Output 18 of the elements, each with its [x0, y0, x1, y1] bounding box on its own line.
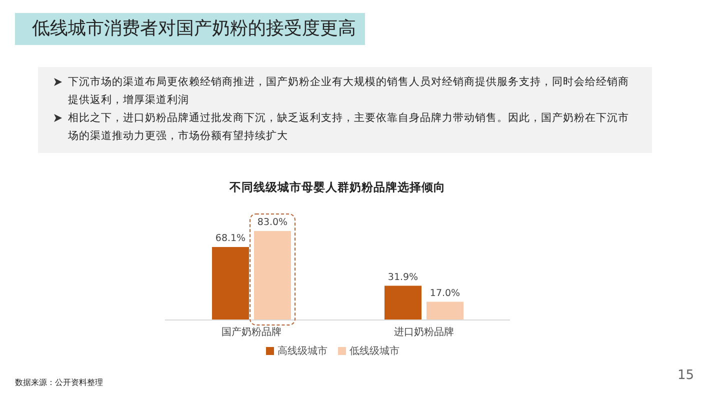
text: 低线城市消费者对国产奶粉的接受度更高: [15, 13, 365, 45]
legend-label: 低线级城市: [350, 346, 400, 357]
x-tick-label: 进口奶粉品牌: [394, 326, 454, 338]
bar: [426, 302, 464, 320]
text: 15: [677, 368, 694, 383]
text: 相比之下，进口奶粉品牌通过批发商下沉，缺乏返利支持，主要依靠自身品牌力带动销售。因此，国产奶粉在下沉市场的渠道推动力更强，市场份额有望持续扩大: [68, 111, 630, 144]
chart-title: 不同线级城市母婴人群奶粉品牌选择倾向: [228, 180, 446, 195]
text: 下沉市场的渠道布局更依赖经销商推进，国产奶粉企业有大规模的销售人员对经销商提供服务支持，同时会给经销商提供返利，增厚渠道利润: [68, 75, 630, 108]
source-note: 数据来源：公开资料整理: [15, 377, 103, 388]
data-label: 17.0%: [430, 288, 460, 299]
bar: [212, 246, 249, 320]
bar: [384, 286, 422, 320]
data-label: 68.1%: [215, 232, 246, 244]
data-label: 31.9%: [388, 272, 418, 283]
legend-label: 高线级城市: [278, 346, 328, 357]
data-label: 83.0%: [257, 217, 288, 228]
bar: [254, 231, 291, 320]
x-tick-label: 国产奶粉品牌: [221, 326, 282, 338]
